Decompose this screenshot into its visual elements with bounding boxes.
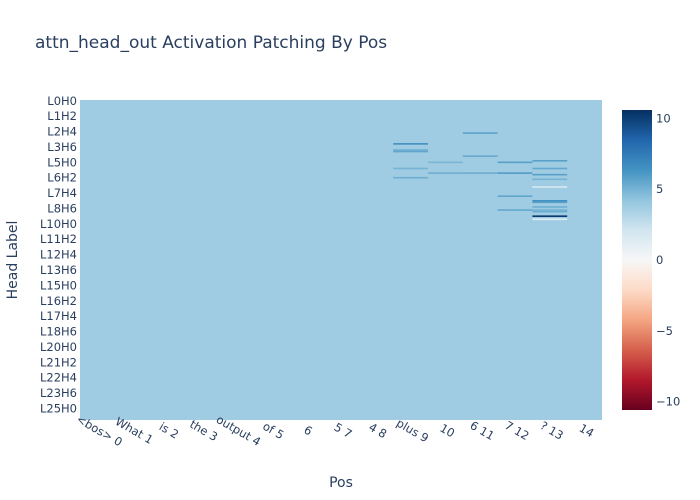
heatmap-cell[interactable] [532,206,568,208]
heatmap-cell[interactable] [532,178,568,181]
x-tick-label: 6 [302,423,315,439]
heatmap-cell[interactable] [428,161,463,164]
chart-title: attn_head_out Activation Patching By Pos [35,33,388,53]
y-tick-label: L1H2 [47,109,77,123]
colorbar-tick-label: 10 [656,111,671,125]
heatmap-cell[interactable] [462,155,498,157]
x-tick-label: of 5 [260,419,286,442]
colorbar-tick-label: 5 [656,182,663,196]
x-tick-label: is 2 [157,419,181,441]
heatmap-cell[interactable] [532,201,568,204]
x-axis-title: Pos [329,475,353,491]
y-tick-label: L21H2 [40,355,77,369]
y-tick-label: L16H2 [40,294,77,308]
x-tick-label: 4 8 [366,420,389,441]
heatmap-cell[interactable] [532,160,568,162]
colorbar-ticks: 10 5 0 −5 −10 [656,111,680,408]
y-tick-label: L25H0 [40,401,77,415]
heatmap-cell[interactable] [532,186,568,188]
heatmap-cell[interactable] [393,167,428,170]
heatmap-cell[interactable] [428,172,463,174]
heatmap-cell[interactable] [532,167,568,170]
x-tick-label: ? 13 [538,418,566,442]
y-tick-label: L2H4 [47,125,77,139]
heatmap-cell[interactable] [393,176,428,179]
x-tick-label: 14 [577,421,597,440]
x-tick-label: 10 [438,421,458,440]
heatmap-baseline [80,100,602,420]
y-tick-label: L3H6 [47,140,77,154]
x-tick-label: 7 12 [502,418,531,443]
x-tick-label: 5 7 [332,420,355,441]
heatmap-cell[interactable] [497,195,533,197]
heatmap-cell[interactable] [532,200,568,202]
x-tick-label: plus 9 [394,416,431,445]
heatmap-cell[interactable] [532,210,568,213]
y-tick-label: L13H6 [40,263,77,277]
x-tick-label: 6 11 [468,418,497,443]
heatmap-plot-area[interactable] [80,100,602,420]
heatmap-cell[interactable] [532,218,568,221]
heatmap-cell[interactable] [393,149,428,151]
y-tick-label: L6H2 [47,171,77,185]
heatmap-cell[interactable] [393,143,428,145]
heatmap-cell[interactable] [532,209,568,211]
y-tick-label: L5H0 [47,155,77,169]
heatmap-cell[interactable] [393,150,428,153]
y-tick-label: L10H0 [40,217,77,231]
heatmap-cell[interactable] [462,132,498,134]
heatmap-cell[interactable] [462,172,498,174]
y-tick-label: L20H0 [40,340,77,354]
heatmap-cell[interactable] [497,161,533,164]
colorbar-tick-label: 0 [656,253,663,267]
heatmap-cell[interactable] [532,215,568,217]
y-tick-label: L23H6 [40,386,77,400]
colorbar-tick-label: −10 [656,395,680,409]
y-tick-label: L12H4 [40,248,77,262]
y-tick-label: L8H6 [47,201,77,215]
colorbar [622,110,652,410]
heatmap-cell[interactable] [497,172,533,174]
y-axis-title: Head Label [5,221,21,300]
heatmap-cell[interactable] [497,209,533,211]
y-tick-label: L7H4 [47,186,77,200]
y-tick-label: L22H4 [40,371,77,385]
y-tick-label: L18H6 [40,325,77,339]
y-tick-label: L11H2 [40,232,77,246]
y-tick-label: L17H4 [40,309,77,323]
y-tick-label: L15H0 [40,278,77,292]
colorbar-tick-label: −5 [656,324,673,338]
heatmap-cell[interactable] [532,173,568,176]
y-tick-label: L0H0 [47,94,77,108]
